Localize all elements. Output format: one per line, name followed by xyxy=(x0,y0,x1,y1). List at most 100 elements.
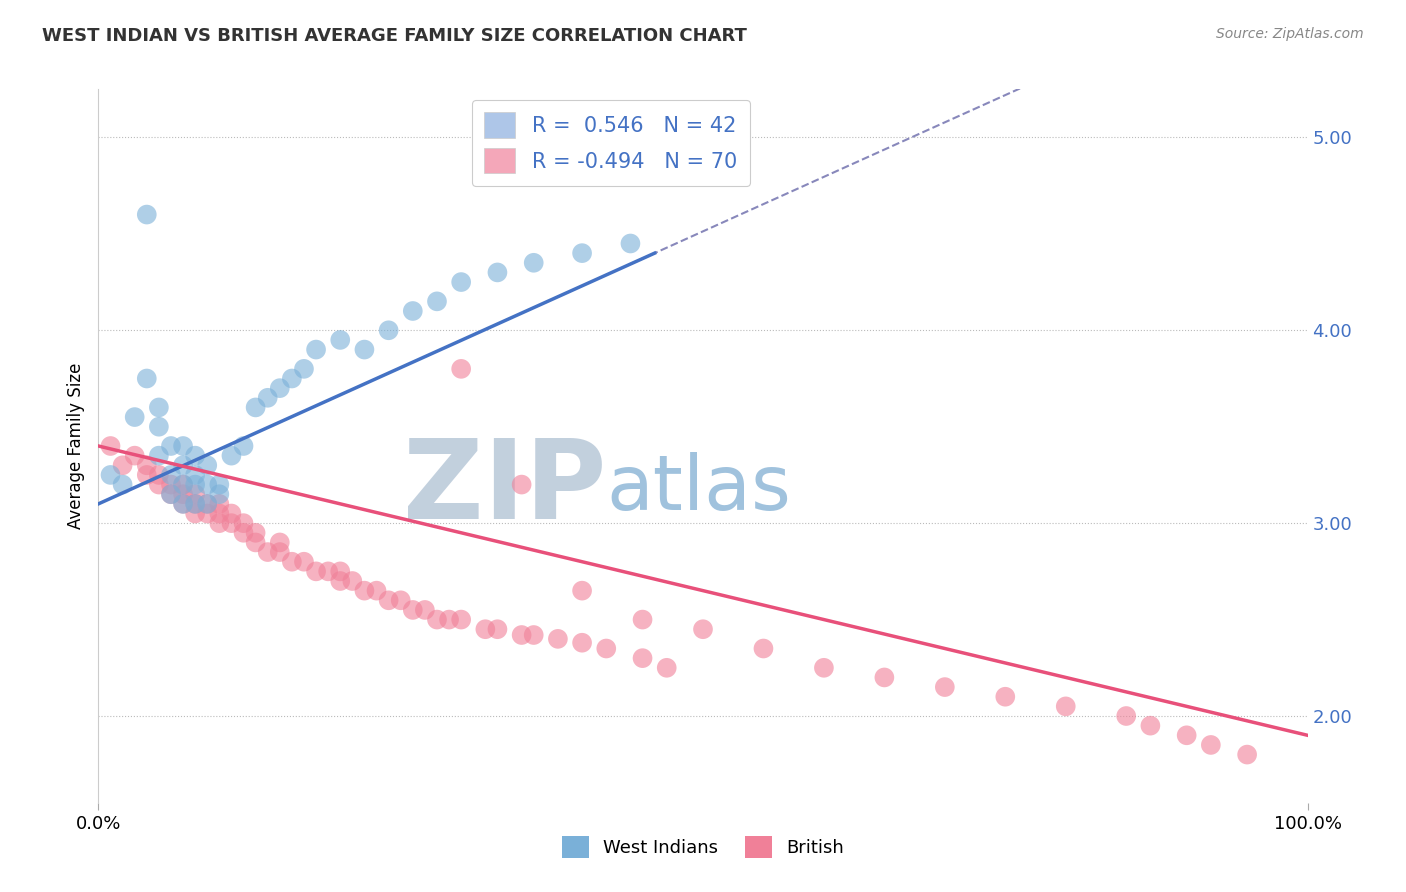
Point xyxy=(342,574,364,588)
Point xyxy=(124,410,146,425)
Point xyxy=(486,265,509,279)
Point xyxy=(172,477,194,491)
Text: Source: ZipAtlas.com: Source: ZipAtlas.com xyxy=(1216,27,1364,41)
Point xyxy=(366,583,388,598)
Point xyxy=(595,641,617,656)
Legend: West Indians, British: West Indians, British xyxy=(554,829,852,865)
Point xyxy=(292,362,315,376)
Point xyxy=(450,275,472,289)
Point xyxy=(486,622,509,636)
Point xyxy=(437,613,460,627)
Point xyxy=(135,371,157,385)
Point xyxy=(208,477,231,491)
Point xyxy=(269,535,291,549)
Point xyxy=(353,583,375,598)
Point xyxy=(619,236,641,251)
Point xyxy=(208,507,231,521)
Point xyxy=(232,525,254,540)
Point xyxy=(208,497,231,511)
Point xyxy=(692,622,714,636)
Point xyxy=(269,545,291,559)
Point xyxy=(377,593,399,607)
Point xyxy=(184,497,207,511)
Point xyxy=(195,458,218,473)
Point xyxy=(148,467,170,482)
Point xyxy=(510,628,533,642)
Point xyxy=(1054,699,1077,714)
Point xyxy=(450,613,472,627)
Point xyxy=(256,545,278,559)
Point xyxy=(474,622,496,636)
Point xyxy=(195,497,218,511)
Point xyxy=(510,477,533,491)
Point xyxy=(523,256,546,270)
Point xyxy=(269,381,291,395)
Point xyxy=(172,497,194,511)
Point xyxy=(813,661,835,675)
Text: ZIP: ZIP xyxy=(404,435,606,542)
Point xyxy=(160,487,183,501)
Point xyxy=(232,516,254,530)
Point xyxy=(1175,728,1198,742)
Point xyxy=(221,516,243,530)
Point xyxy=(160,477,183,491)
Text: atlas: atlas xyxy=(606,452,792,525)
Point xyxy=(184,467,207,482)
Point xyxy=(389,593,412,607)
Point xyxy=(873,670,896,684)
Point xyxy=(172,497,194,511)
Point xyxy=(148,449,170,463)
Point xyxy=(281,371,304,385)
Point xyxy=(221,449,243,463)
Point xyxy=(195,507,218,521)
Point xyxy=(523,628,546,642)
Point xyxy=(1115,709,1137,723)
Point xyxy=(402,304,425,318)
Point xyxy=(184,477,207,491)
Point xyxy=(1199,738,1222,752)
Point xyxy=(353,343,375,357)
Point xyxy=(208,516,231,530)
Point xyxy=(377,323,399,337)
Point xyxy=(208,487,231,501)
Point xyxy=(245,535,267,549)
Y-axis label: Average Family Size: Average Family Size xyxy=(66,363,84,529)
Point xyxy=(135,458,157,473)
Point xyxy=(184,507,207,521)
Point xyxy=(1236,747,1258,762)
Point xyxy=(245,525,267,540)
Point xyxy=(160,487,183,501)
Point xyxy=(245,401,267,415)
Point xyxy=(402,603,425,617)
Point xyxy=(111,477,134,491)
Point xyxy=(631,651,654,665)
Point xyxy=(184,497,207,511)
Point xyxy=(172,458,194,473)
Point xyxy=(631,613,654,627)
Point xyxy=(994,690,1017,704)
Point xyxy=(655,661,678,675)
Point xyxy=(1139,719,1161,733)
Point xyxy=(316,565,339,579)
Point xyxy=(100,467,122,482)
Point xyxy=(172,487,194,501)
Point xyxy=(195,477,218,491)
Point xyxy=(256,391,278,405)
Point xyxy=(426,294,449,309)
Point xyxy=(571,636,593,650)
Point xyxy=(232,439,254,453)
Point xyxy=(184,449,207,463)
Point xyxy=(148,477,170,491)
Point xyxy=(329,565,352,579)
Point xyxy=(160,467,183,482)
Point xyxy=(305,343,328,357)
Point xyxy=(426,613,449,627)
Point xyxy=(172,439,194,453)
Point xyxy=(195,497,218,511)
Point xyxy=(135,467,157,482)
Point xyxy=(100,439,122,453)
Point xyxy=(329,574,352,588)
Point xyxy=(413,603,436,617)
Point xyxy=(160,439,183,453)
Point xyxy=(934,680,956,694)
